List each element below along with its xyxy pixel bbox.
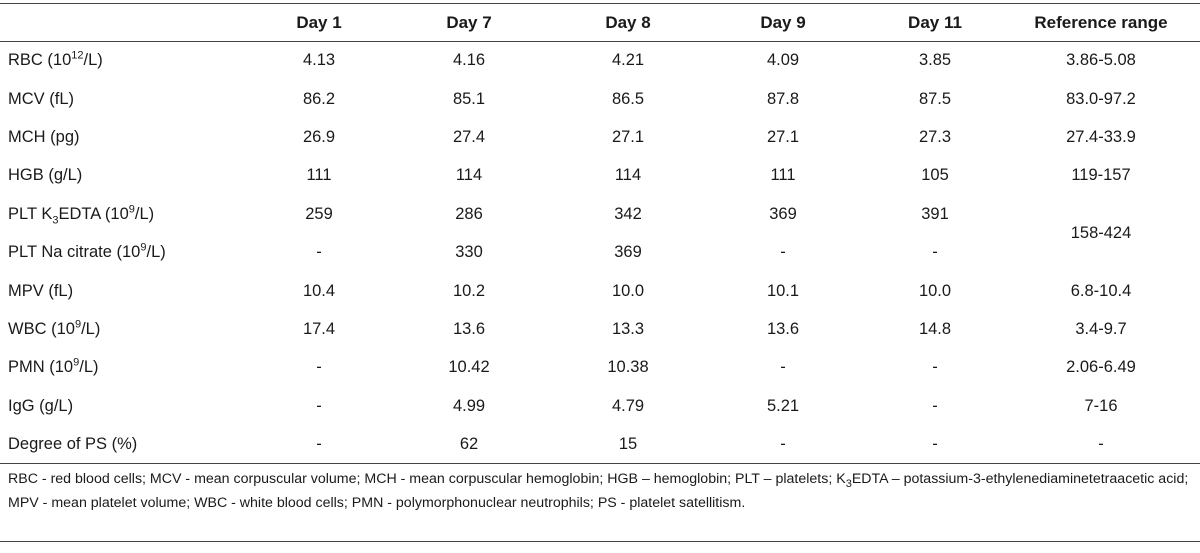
header-cell-reference-range: Reference range [1002,3,1200,42]
table-header-row: Day 1 Day 7 Day 8 Day 9 Day 11 Reference… [0,3,1200,42]
table-row: PMN (109/L) - 10.42 10.38 - - 2.06-6.49 [0,349,1200,387]
row-label: PLT Na citrate (109/L) [8,241,166,262]
cell-reference-range: 3.86-5.08 [1066,51,1136,70]
cell-day-1: 26.9 [302,127,336,146]
table-row: HGB (g/L) 111 114 114 111 105 119-157 [0,157,1200,195]
cell-day-11: - [932,243,938,262]
cell-day-11: 87.5 [918,89,952,108]
table-row: MCV (fL) 86.2 85.1 86.5 87.8 87.5 83.0-9… [0,80,1200,118]
cell-day-8: 342 [614,204,642,223]
header-cell-day-7: Day 7 [380,3,558,42]
table-row: MCH (pg) 26.9 27.4 27.1 27.1 27.3 27.4-3… [0,118,1200,156]
cell-day-7: 62 [380,425,558,465]
cell-day-1: - [316,358,322,377]
cell-day-9: 4.09 [766,51,800,70]
cell-day-7: 85.1 [452,89,486,108]
cell-day-1: - [316,243,322,262]
cell-day-8: 4.79 [611,396,645,415]
row-label: WBC (109/L) [8,318,101,338]
row-label: HGB (g/L) [8,166,83,185]
cell-day-1: 10.4 [302,281,336,300]
cell-day-8: 114 [614,166,642,185]
table-footnote: RBC - red blood cells; MCV - mean corpus… [8,471,1189,511]
cell-day-11: 10.0 [918,281,952,300]
row-label: MPV (fL) [8,281,74,300]
cell-reference-range: 27.4-33.9 [1066,127,1136,146]
cell-reference-range: 7-16 [1084,396,1118,415]
row-label: PMN (109/L) [8,356,99,377]
cell-reference-range: 2.06-6.49 [1066,358,1136,377]
table-row: IgG (g/L) - 4.99 4.79 5.21 - 7-16 [0,387,1200,425]
cell-day-8: 27.1 [611,127,645,146]
cell-day-7: 286 [455,204,483,223]
row-label: MCH (pg) [8,127,80,146]
cell-day-11: 27.3 [918,127,952,146]
cell-day-7: 4.99 [452,396,486,415]
header-cell-parameter [0,3,258,42]
cell-day-11: 105 [921,166,949,185]
cell-reference-range: 3.4-9.7 [1075,319,1127,338]
row-label: RBC (1012/L) [8,49,103,70]
cell-day-8: 13.3 [611,319,645,338]
row-label: PLT K3EDTA (109/L) [8,203,155,227]
cell-day-9: 10.1 [766,281,800,300]
table-row: PLT Na citrate (109/L) - 330 369 - - [0,233,1200,271]
row-label: Degree of PS (%) [0,425,258,465]
cell-day-9: - [780,358,786,377]
cell-reference-range: 119-157 [1071,166,1131,185]
cell-reference-range: - [1002,425,1200,465]
cell-day-9: 27.1 [766,127,800,146]
cell-day-9: - [780,243,786,262]
cell-day-1: 4.13 [302,51,336,70]
bottom-rule [0,541,1200,542]
cell-day-8: 10.0 [611,281,645,300]
cell-day-8: 15 [558,425,698,465]
cell-day-9: 5.21 [766,396,800,415]
row-label: IgG (g/L) [8,396,74,415]
cell-day-8: 369 [614,243,642,262]
cell-day-1: - [258,425,380,465]
cell-day-9: - [698,425,868,465]
cell-day-8: 4.21 [611,51,645,70]
header-cell-day-8: Day 8 [558,3,698,42]
cell-day-7: 4.16 [452,51,486,70]
cell-day-8: 86.5 [611,89,645,108]
cell-day-7: 27.4 [452,127,486,146]
header-cell-day-9: Day 9 [698,3,868,42]
table-row: PLT K3EDTA (109/L) 259 286 342 369 391 1… [0,195,1200,242]
cell-reference-range-plt: 158-424 [1070,223,1132,242]
cell-day-9: 13.6 [766,319,800,338]
cell-day-7: 10.42 [448,358,490,377]
cell-day-1: 111 [306,166,332,185]
cell-day-7: 13.6 [452,319,486,338]
cell-reference-range: 83.0-97.2 [1066,89,1136,108]
cell-day-11: - [932,396,938,415]
cell-day-9: 369 [769,204,797,223]
cell-day-7: 114 [455,166,483,185]
cell-day-8: 10.38 [607,358,649,377]
header-cell-day-11: Day 11 [868,3,1002,42]
table-row: WBC (109/L) 17.4 13.6 13.3 13.6 14.8 3.4… [0,310,1200,348]
cell-day-7: 330 [455,243,483,262]
cell-reference-range: 6.8-10.4 [1070,281,1132,300]
cell-day-9: 87.8 [766,89,800,108]
cell-day-1: 86.2 [302,89,336,108]
table-row: Degree of PS (%) - 62 15 - - - [0,425,1200,465]
header-cell-day-1: Day 1 [258,3,380,42]
cell-day-1: - [316,396,322,415]
table-row: RBC (1012/L) 4.13 4.16 4.21 4.09 3.85 3.… [0,42,1200,80]
cell-day-11: 391 [921,204,949,223]
cell-day-7: 10.2 [452,281,486,300]
cell-day-1: 17.4 [302,319,336,338]
cell-day-9: 111 [770,166,796,185]
row-label: MCV (fL) [8,89,74,108]
cell-day-11: 3.85 [918,51,952,70]
cell-day-1: 259 [305,204,333,223]
cell-day-11: - [932,358,938,377]
lab-results-table: Day 1 Day 7 Day 8 Day 9 Day 11 Reference… [0,3,1200,465]
cell-day-11: - [868,425,1002,465]
table-row: MPV (fL) 10.4 10.2 10.0 10.1 10.0 6.8-10… [0,272,1200,310]
cell-day-11: 14.8 [918,319,952,338]
